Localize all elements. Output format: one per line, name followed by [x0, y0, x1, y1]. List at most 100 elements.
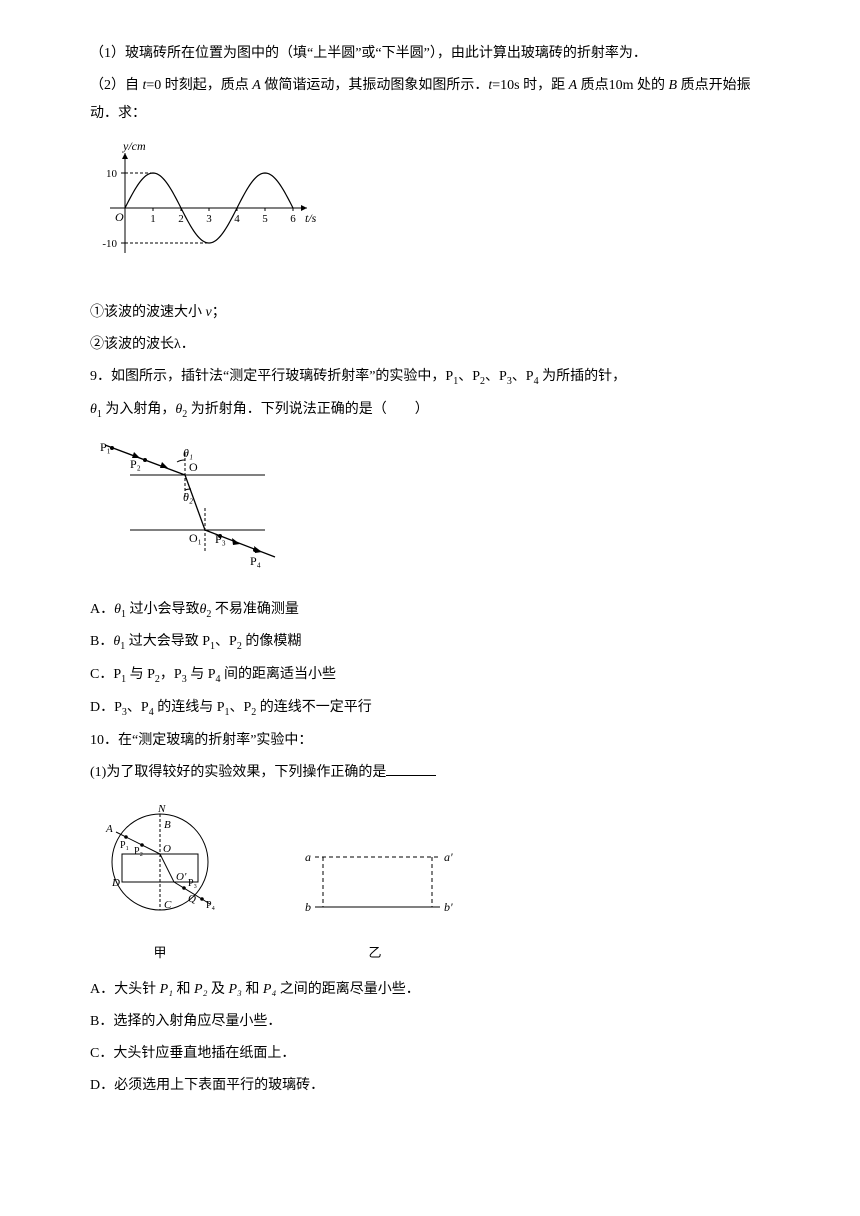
t: 9．如图所示，插针法“测定平行玻璃砖折射率”的实验中，P — [90, 369, 453, 384]
t: ①该波的波速大小 — [90, 305, 206, 320]
var-A: A — [252, 78, 261, 93]
t: C．P — [90, 667, 121, 682]
t: 的连线与 P — [154, 700, 225, 715]
svg-text:P₄: P₄ — [206, 900, 216, 911]
t: 质点10m 处的 — [577, 78, 668, 93]
q10-fig1: N A B C D O O'Q P₁ P₂ P₃ P₄ 甲 — [90, 797, 230, 966]
t: 过大会导致 P — [125, 634, 210, 649]
var-B: B — [669, 78, 678, 93]
t: 和 — [173, 982, 194, 997]
q10-figures: N A B C D O O'Q P₁ P₂ P₃ P₄ 甲 a a' b b' 乙 — [90, 797, 770, 966]
t: 为折射角．下列说法正确的是（ ） — [187, 402, 429, 417]
t: 和 — [242, 982, 263, 997]
t: 与 P — [187, 667, 216, 682]
svg-text:6: 6 — [290, 213, 296, 225]
q10-option-d: D．必须选用上下表面平行的玻璃砖． — [90, 1072, 770, 1100]
q9-option-a: A．θ1 过小会导致θ2 不易准确测量 — [90, 596, 770, 625]
svg-text:2: 2 — [178, 213, 184, 225]
q9-refraction-diagram: P₁P₂P₃P₄OO₁θ₁θ₂ — [90, 435, 770, 586]
svg-text:t/s: t/s — [305, 211, 317, 225]
t: ，P — [160, 667, 182, 682]
t: 之间的距离尽量小些． — [276, 982, 420, 997]
svg-text:3: 3 — [206, 213, 212, 225]
svg-text:P₁: P₁ — [100, 440, 111, 454]
svg-text:O: O — [115, 210, 124, 224]
svg-text:C: C — [164, 899, 172, 911]
t: （2）自 — [90, 78, 143, 93]
blank — [386, 761, 436, 776]
t: 、P — [485, 369, 507, 384]
q10-stem: 10．在“测定玻璃的折射率”实验中： — [90, 727, 770, 755]
svg-text:P₂: P₂ — [130, 457, 141, 471]
var-th: θ — [90, 402, 97, 417]
t: 、P — [215, 634, 237, 649]
svg-text:O: O — [163, 843, 171, 855]
q9-stem2: θ1 为入射角，θ2 为折射角．下列说法正确的是（ ） — [90, 396, 770, 425]
t: A．大头针 — [90, 982, 160, 997]
fig2-caption: 乙 — [290, 940, 460, 966]
q10-part1: (1)为了取得较好的实验效果，下列操作正确的是 — [90, 759, 770, 787]
q10-fig2: a a' b b' 乙 — [290, 837, 460, 966]
t: 过小会导致 — [126, 602, 200, 617]
t: 间的距离适当小些 — [221, 667, 337, 682]
t: 与 P — [126, 667, 155, 682]
v: P₄ — [263, 982, 276, 997]
svg-text:a: a — [305, 850, 311, 864]
t: 为入射角， — [102, 402, 176, 417]
svg-text:A: A — [105, 823, 113, 835]
svg-text:B: B — [164, 819, 171, 831]
t: 的连线不一定平行 — [256, 700, 372, 715]
q8-sub2: ②该波的波长λ． — [90, 331, 770, 359]
v: P₁ — [160, 982, 173, 997]
svg-text:P₃: P₃ — [188, 878, 197, 889]
svg-text:-10: -10 — [102, 238, 117, 250]
svg-text:y/cm: y/cm — [122, 139, 146, 153]
v: θ — [114, 602, 121, 617]
t: =10s 时，距 — [492, 78, 568, 93]
svg-text:P₂: P₂ — [134, 846, 143, 857]
t: 的像模糊 — [242, 634, 302, 649]
t: 、P — [230, 700, 252, 715]
svg-text:O': O' — [176, 871, 187, 883]
v: P₂ — [194, 982, 207, 997]
q9-option-d: D．P3、P4 的连线与 P1、P2 的连线不一定平行 — [90, 694, 770, 723]
svg-text:a': a' — [444, 850, 453, 864]
svg-text:P₁: P₁ — [120, 840, 129, 851]
svg-text:b': b' — [444, 900, 453, 914]
svg-text:O₁: O₁ — [189, 531, 202, 545]
t: 、P — [458, 369, 480, 384]
svg-text:b: b — [305, 900, 311, 914]
t: 为所插的针， — [539, 369, 627, 384]
q10-option-b: B．选择的入射角应尽量小些． — [90, 1008, 770, 1036]
q8-part2: （2）自 t=0 时刻起，质点 A 做简谐运动，其振动图象如图所示．t=10s … — [90, 72, 770, 128]
t: 、P — [127, 700, 149, 715]
svg-text:10: 10 — [106, 168, 118, 180]
t: 不易准确测量 — [211, 602, 299, 617]
q9-option-c: C．P1 与 P2，P3 与 P4 间的距离适当小些 — [90, 661, 770, 690]
svg-text:D: D — [111, 877, 120, 889]
q10-option-c: C．大头针应垂直地插在纸面上． — [90, 1040, 770, 1068]
t: 做简谐运动，其振动图象如图所示． — [261, 78, 489, 93]
var-A2: A — [569, 78, 578, 93]
q8-sub1: ①该波的波速大小 v； — [90, 299, 770, 327]
svg-text:θ₁: θ₁ — [183, 446, 193, 460]
q9-option-b: B．θ1 过大会导致 P1、P2 的像模糊 — [90, 628, 770, 657]
svg-text:5: 5 — [262, 213, 268, 225]
t: 及 — [207, 982, 228, 997]
svg-text:Q: Q — [188, 893, 196, 905]
t: D．P — [90, 700, 122, 715]
t: ； — [212, 305, 226, 320]
svg-text:N: N — [157, 803, 166, 815]
svg-text:1: 1 — [150, 213, 156, 225]
t: A． — [90, 602, 114, 617]
t: 、P — [512, 369, 534, 384]
v: P₃ — [228, 982, 241, 997]
svg-text:θ₂: θ₂ — [183, 490, 193, 504]
q8-wave-chart: 1 2 3 4 5 6 10 -10 y/cm t/s O — [90, 138, 770, 289]
t: =0 时刻起，质点 — [146, 78, 252, 93]
fig1-caption: 甲 — [90, 940, 230, 966]
t: (1)为了取得较好的实验效果，下列操作正确的是 — [90, 765, 386, 780]
q10-option-a: A．大头针 P₁ 和 P₂ 及 P₃ 和 P₄ 之间的距离尽量小些． — [90, 976, 770, 1004]
svg-text:4: 4 — [234, 213, 240, 225]
svg-text:P₄: P₄ — [250, 554, 261, 568]
